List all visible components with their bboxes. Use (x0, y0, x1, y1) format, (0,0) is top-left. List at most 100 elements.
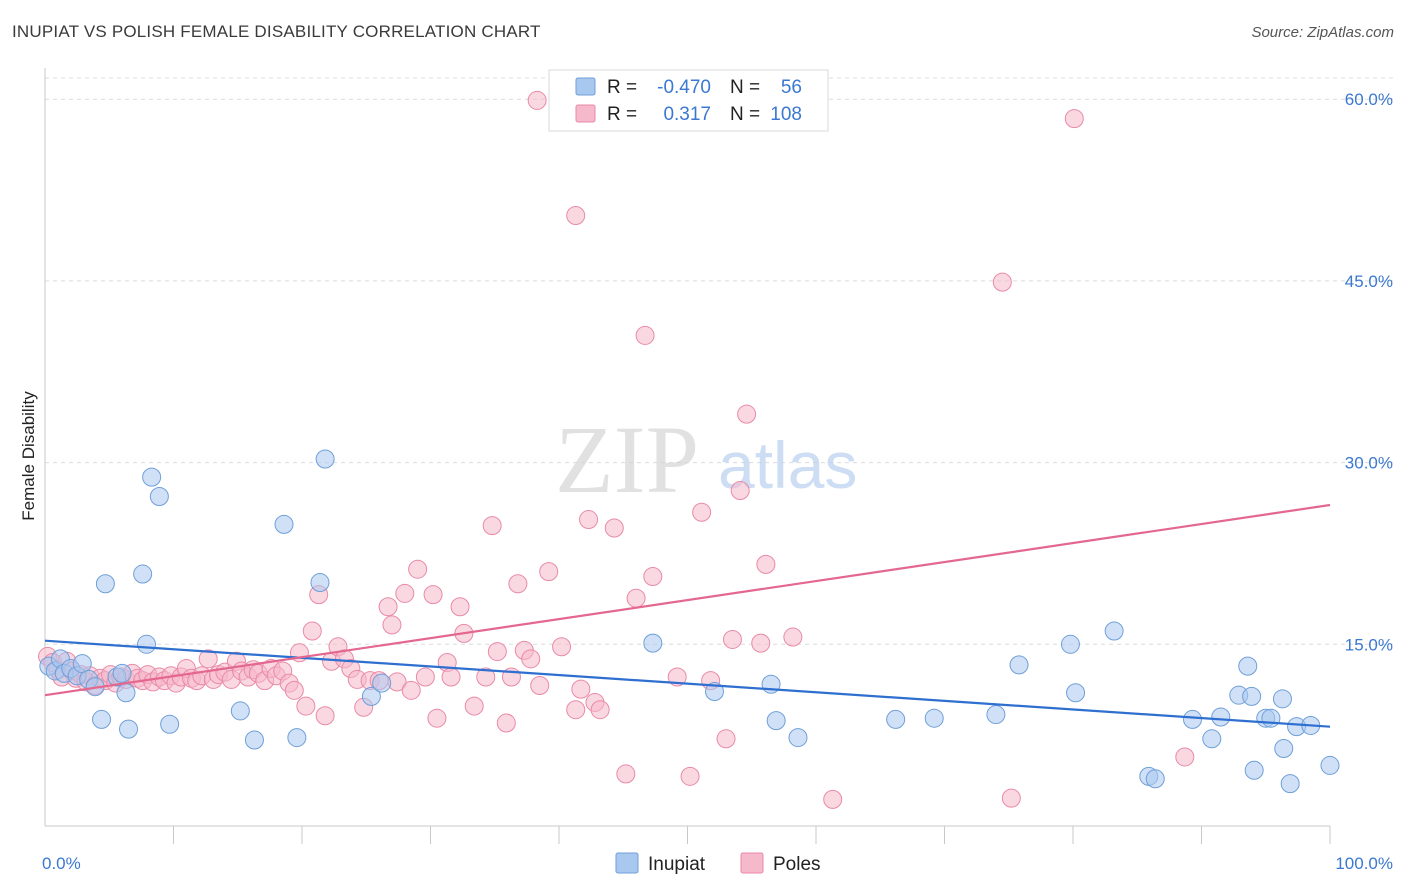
poles-point (539, 562, 559, 582)
poles-point (198, 649, 218, 669)
inupiat-point (95, 574, 115, 594)
inupiat-point (1145, 769, 1165, 789)
legend-r-label-inupiat: R = (607, 77, 637, 98)
poles-point (382, 615, 402, 635)
inupiat-point (1104, 621, 1124, 641)
inupiat-point (1202, 729, 1222, 749)
poles-point (590, 700, 610, 720)
poles-point (1175, 747, 1195, 767)
inupiat-point (1060, 634, 1080, 654)
chart-source: Source: ZipAtlas.com (1251, 24, 1394, 41)
y-tick-label: 30.0% (1345, 454, 1393, 473)
poles-point (571, 679, 591, 699)
legend-n-label-poles: N = (730, 104, 760, 125)
inupiat-point (766, 711, 786, 731)
legend-swatch-inupiat (575, 77, 596, 96)
poles-point (616, 764, 636, 784)
bottom-legend-swatch-poles (740, 852, 764, 874)
inupiat-point (1211, 707, 1231, 727)
x-tick-label: 0.0% (42, 854, 81, 873)
legend-n-value-inupiat: 56 (781, 77, 802, 98)
poles-point (496, 713, 516, 733)
poles-point (464, 696, 484, 716)
y-tick-label: 60.0% (1345, 90, 1393, 109)
inupiat-point (1238, 656, 1258, 676)
inupiat-point (142, 467, 162, 487)
inupiat-point (230, 701, 250, 721)
poles-point (992, 272, 1012, 292)
poles-point (1001, 788, 1021, 808)
tick-labels: 15.0% 30.0% 45.0% 60.0% 0.0% 100.0% (42, 90, 1393, 873)
poles-point (296, 696, 316, 716)
poles-point (401, 680, 421, 700)
inupiat-point (1066, 683, 1086, 703)
inupiat-point (133, 564, 153, 584)
poles-point (716, 729, 736, 749)
inupiat-point (244, 730, 264, 750)
legend-r-value-poles: 0.317 (663, 104, 711, 125)
inupiat-point (1272, 689, 1292, 709)
poles-point (521, 649, 541, 669)
poles-point (1064, 109, 1084, 129)
legend-r-value-inupiat: -0.470 (657, 77, 711, 98)
series-inupiat-points (39, 449, 1340, 794)
poles-point (427, 708, 447, 728)
inupiat-point (310, 573, 330, 593)
inupiat-point (924, 708, 944, 728)
chart-title: INUPIAT VS POLISH FEMALE DISABILITY CORR… (12, 22, 541, 41)
poles-point (527, 90, 547, 110)
inupiat-point (1183, 709, 1203, 729)
poles-point (423, 585, 443, 605)
poles-point (552, 637, 572, 657)
legend-swatch-poles (575, 104, 596, 123)
inupiat-point (1242, 686, 1262, 706)
poles-point (783, 627, 803, 647)
poles-trend-line (44, 503, 1331, 697)
inupiat-point (1280, 774, 1300, 794)
poles-point (315, 706, 335, 726)
poles-point (508, 574, 528, 594)
poles-point (284, 680, 304, 700)
legend-n-value-poles: 108 (770, 104, 802, 125)
inupiat-point (1244, 760, 1264, 780)
gridlines (45, 77, 1395, 645)
poles-point (441, 667, 461, 687)
inupiat-point (116, 683, 136, 703)
inupiat-point (137, 634, 157, 654)
bottom-legend-swatch-inupiat (615, 852, 639, 874)
inupiat-point (1274, 738, 1294, 758)
poles-point (626, 588, 646, 608)
watermark: ZIP atlas (555, 406, 857, 513)
y-axis-title: Female Disability (19, 391, 38, 521)
poles-point (566, 700, 586, 720)
inupiat-point (160, 714, 180, 734)
inupiat-point (112, 663, 132, 683)
poles-point (450, 597, 470, 617)
legend-n-label-inupiat: N = (730, 77, 760, 98)
inupiat-point (788, 728, 808, 748)
inupiat-point (119, 719, 139, 739)
poles-point (579, 510, 599, 530)
poles-point (487, 642, 507, 662)
inupiat-point (92, 709, 112, 729)
inupiat-point (1261, 708, 1281, 728)
poles-point (667, 667, 687, 687)
bottom-legend-label-poles: Poles (773, 854, 821, 875)
axes (44, 68, 1331, 844)
poles-point (730, 480, 750, 500)
inupiat-point (704, 682, 724, 702)
inupiat-point (1009, 655, 1029, 675)
correlation-legend: R = -0.470 N = 56 R = 0.317 N = 108 (548, 69, 829, 132)
inupiat-point (315, 449, 335, 469)
poles-point (823, 789, 843, 809)
x-tick-label: 100.0% (1335, 854, 1393, 873)
poles-point (604, 518, 624, 538)
inupiat-trend-line (44, 639, 1331, 728)
inupiat-point (986, 705, 1006, 725)
poles-point (482, 516, 502, 536)
bottom-legend-label-inupiat: Inupiat (648, 854, 706, 875)
poles-point (635, 325, 655, 345)
inupiat-point (372, 673, 392, 693)
inupiat-point (149, 487, 169, 507)
